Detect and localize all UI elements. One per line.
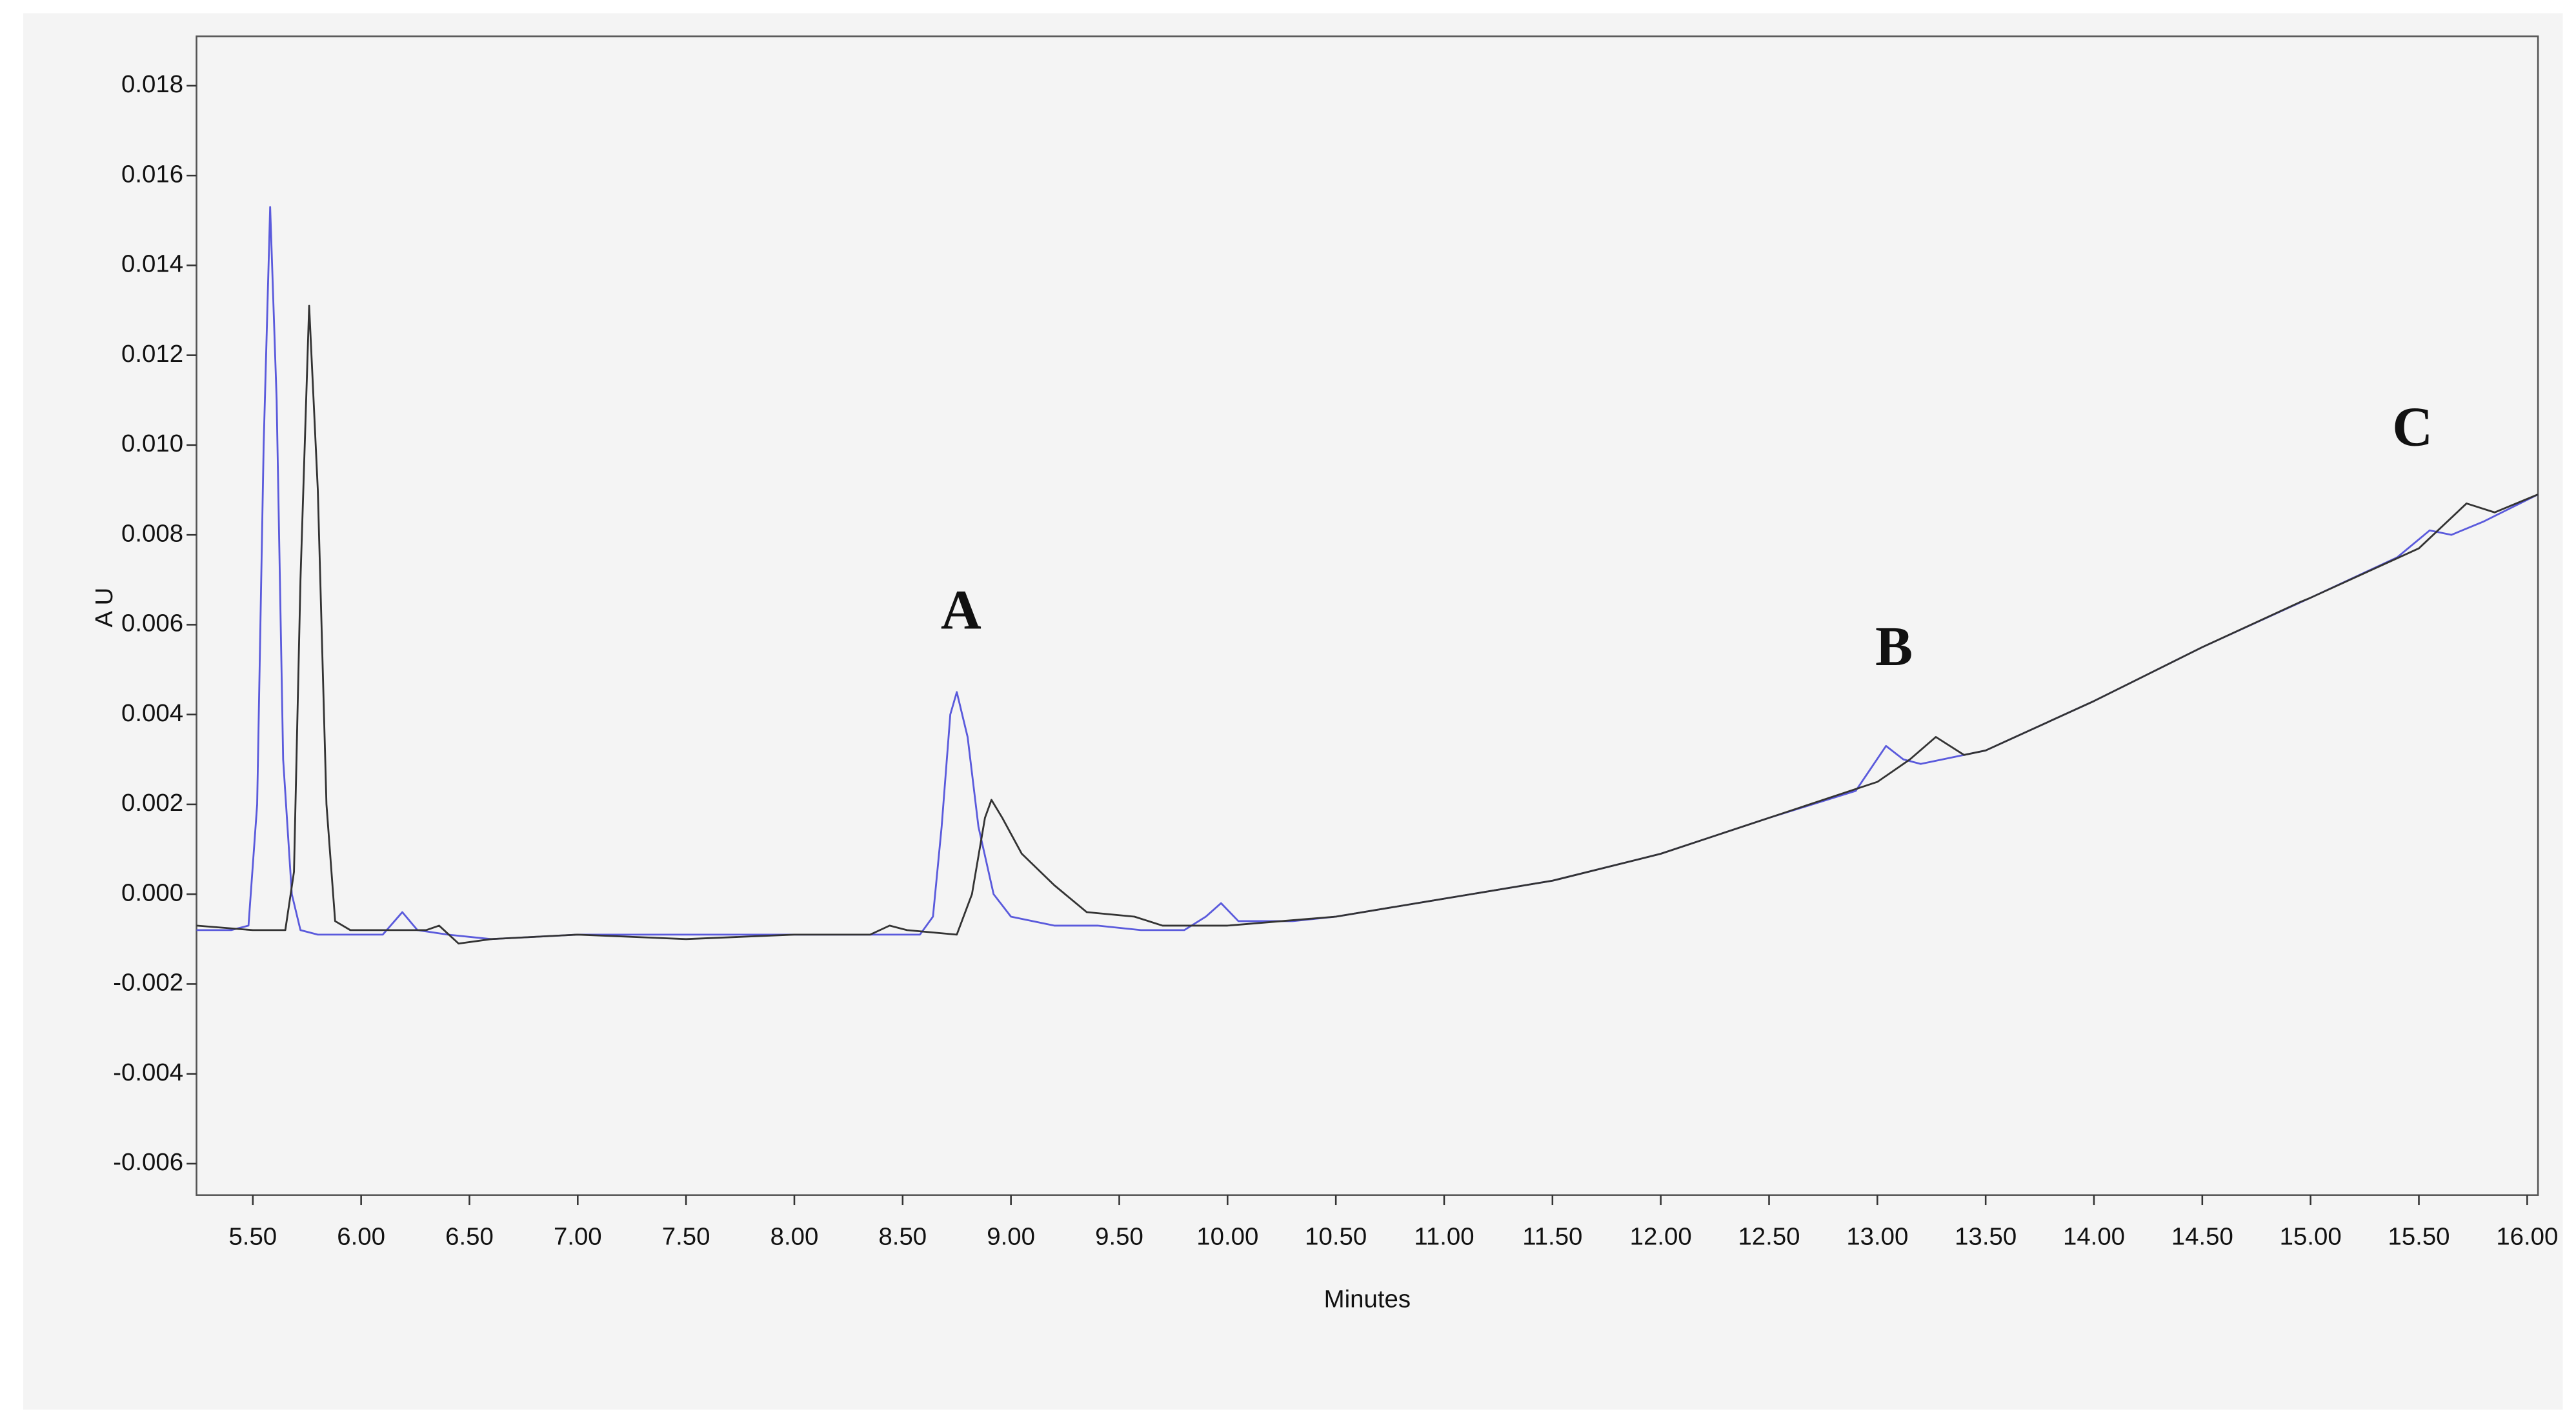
x-axis-label: Minutes — [1324, 1286, 1411, 1313]
y-tick-label: -0.004 — [113, 1059, 183, 1086]
peak-annotation: A — [941, 578, 981, 641]
x-tick-label: 13.50 — [1955, 1222, 2017, 1250]
y-tick-label: -0.002 — [113, 969, 183, 997]
x-tick-label: 13.00 — [1846, 1222, 1908, 1250]
plot-area — [196, 35, 2539, 1196]
y-tick-label: 0.012 — [121, 340, 183, 368]
y-tick-label: 0.002 — [121, 789, 183, 817]
x-tick-label: 12.50 — [1738, 1222, 1800, 1250]
series-line — [196, 304, 2539, 945]
x-tick-label: 5.50 — [228, 1222, 277, 1250]
y-tick-label: 0.014 — [121, 250, 183, 278]
x-tick-label: 16.00 — [2496, 1222, 2558, 1250]
x-tick-label: 11.50 — [1522, 1222, 1582, 1250]
y-tick-label: 0.006 — [121, 610, 183, 637]
x-tick-label: 15.50 — [2388, 1222, 2450, 1250]
x-tick-label: 10.50 — [1305, 1222, 1367, 1250]
y-tick-label: -0.006 — [113, 1148, 183, 1176]
x-tick-label: 8.50 — [878, 1222, 927, 1250]
peak-annotation: C — [2392, 395, 2433, 457]
series-line — [196, 206, 2539, 941]
x-tick-label: 9.50 — [1095, 1222, 1143, 1250]
y-tick-label: 0.018 — [121, 70, 183, 98]
y-tick-label: 0.010 — [121, 430, 183, 457]
x-tick-label: 7.00 — [554, 1222, 602, 1250]
x-tick-label: 6.00 — [337, 1222, 385, 1250]
y-axis-label: A U — [90, 588, 118, 628]
x-tick-label: 14.00 — [2063, 1222, 2125, 1250]
peak-annotation: B — [1875, 615, 1913, 677]
y-tick-label: 0.004 — [121, 699, 183, 727]
x-tick-label: 11.00 — [1414, 1222, 1474, 1250]
x-tick-label: 8.00 — [770, 1222, 819, 1250]
x-tick-label: 10.00 — [1196, 1222, 1258, 1250]
y-tick-label: 0.000 — [121, 879, 183, 906]
x-tick-label: 9.00 — [987, 1222, 1035, 1250]
x-tick-label: 15.00 — [2280, 1222, 2342, 1250]
y-tick-label: 0.008 — [121, 519, 183, 547]
x-tick-label: 7.50 — [662, 1222, 710, 1250]
x-tick-label: 6.50 — [445, 1222, 494, 1250]
x-tick-label: 12.00 — [1630, 1222, 1692, 1250]
y-tick-label: 0.016 — [121, 160, 183, 188]
x-tick-label: 14.50 — [2171, 1222, 2233, 1250]
